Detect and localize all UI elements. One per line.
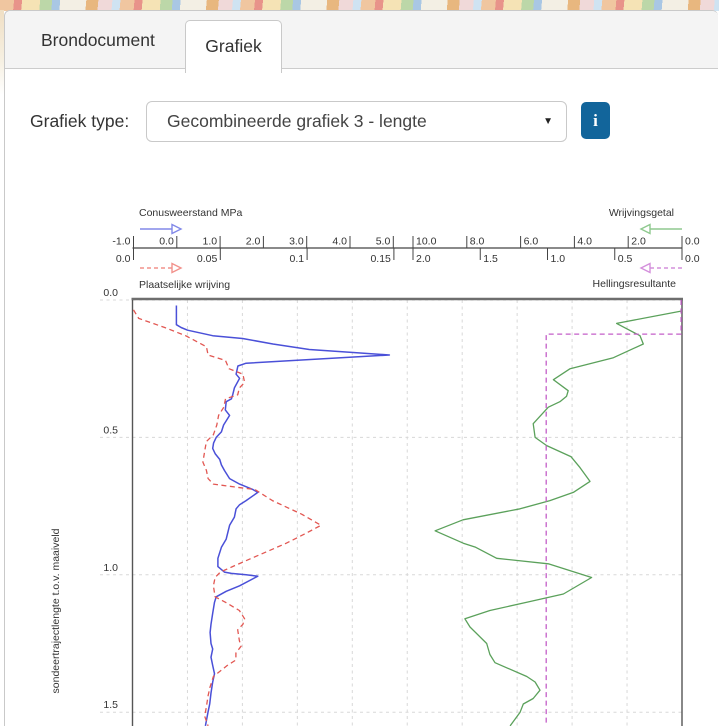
graph-type-label: Grafiek type:: [30, 111, 130, 131]
graph-type-selected-value: Gecombineerde grafiek 3 - lengte: [167, 111, 427, 131]
background-map-sliver: [0, 10, 4, 95]
tab-bar: Brondocument Grafiek: [5, 11, 718, 73]
background-map-strip: [0, 0, 719, 11]
graph-type-select[interactable]: Gecombineerde grafiek 3 - lengte ▼: [146, 101, 567, 142]
tab-brondocument[interactable]: Brondocument: [41, 30, 155, 50]
dropdown-caret-icon: ▼: [543, 116, 553, 127]
tab-grafiek[interactable]: Grafiek: [185, 20, 282, 73]
info-button[interactable]: i: [581, 102, 610, 139]
